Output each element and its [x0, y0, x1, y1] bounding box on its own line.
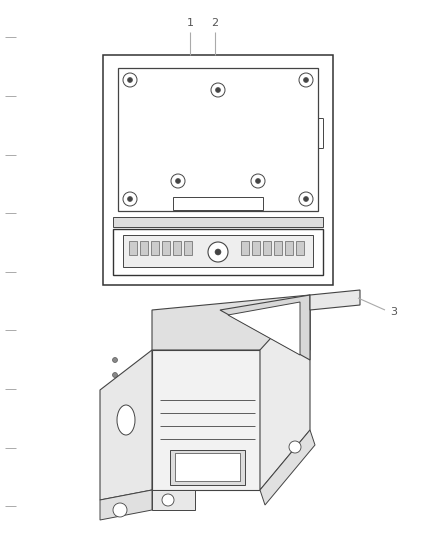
Bar: [241, 241, 249, 255]
Circle shape: [208, 242, 228, 262]
Polygon shape: [260, 295, 310, 490]
Polygon shape: [228, 302, 300, 355]
Bar: [285, 241, 293, 255]
Bar: [103, 55, 333, 285]
Polygon shape: [100, 350, 152, 500]
Bar: [118, 68, 318, 211]
Circle shape: [123, 192, 137, 206]
Circle shape: [304, 77, 308, 83]
Circle shape: [255, 179, 261, 183]
Bar: [252, 241, 260, 255]
Ellipse shape: [117, 405, 135, 435]
Bar: [175, 453, 240, 481]
Bar: [140, 241, 148, 255]
Circle shape: [127, 77, 133, 83]
Polygon shape: [220, 295, 310, 360]
Bar: [162, 241, 170, 255]
Polygon shape: [152, 490, 195, 510]
Polygon shape: [152, 295, 310, 350]
Bar: [173, 241, 181, 255]
Circle shape: [113, 503, 127, 517]
Bar: [173, 197, 263, 210]
Circle shape: [215, 87, 220, 93]
Bar: [113, 217, 323, 227]
Bar: [263, 241, 271, 255]
Circle shape: [299, 192, 313, 206]
Circle shape: [304, 197, 308, 201]
Circle shape: [299, 73, 313, 87]
Bar: [184, 241, 192, 255]
Circle shape: [215, 249, 221, 255]
Circle shape: [113, 358, 117, 362]
Text: 3: 3: [390, 307, 397, 317]
Bar: [113, 229, 323, 275]
Text: 1: 1: [187, 18, 194, 28]
Circle shape: [162, 494, 174, 506]
Text: 2: 2: [212, 18, 219, 28]
Bar: [123, 235, 313, 267]
Polygon shape: [152, 350, 260, 490]
Circle shape: [127, 197, 133, 201]
Circle shape: [123, 73, 137, 87]
Bar: [129, 241, 137, 255]
Bar: [296, 241, 304, 255]
Polygon shape: [100, 490, 152, 520]
Circle shape: [176, 179, 180, 183]
Bar: [151, 241, 159, 255]
Circle shape: [211, 83, 225, 97]
Bar: [274, 241, 282, 255]
Bar: [170, 450, 245, 485]
Polygon shape: [310, 290, 360, 310]
Circle shape: [171, 174, 185, 188]
Polygon shape: [260, 430, 315, 505]
Circle shape: [289, 441, 301, 453]
Circle shape: [251, 174, 265, 188]
Circle shape: [113, 373, 117, 377]
